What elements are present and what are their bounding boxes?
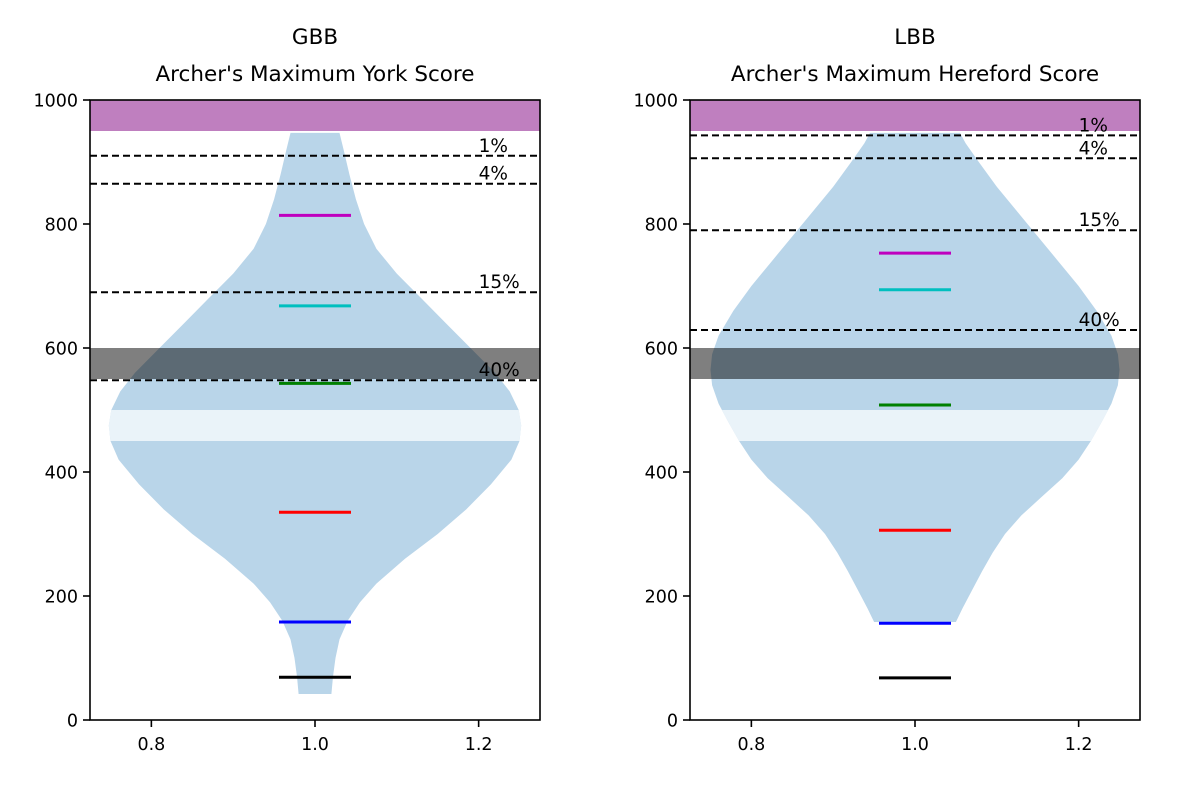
gray-band <box>90 348 540 379</box>
percentile-label: 1% <box>1079 115 1108 136</box>
x-tick-label: 1.2 <box>1065 735 1093 755</box>
y-tick-label: 200 <box>45 588 78 608</box>
x-tick-label: 0.8 <box>737 735 765 755</box>
light-band <box>108 410 522 441</box>
x-tick-label: 1.0 <box>901 735 929 755</box>
y-tick-label: 400 <box>45 464 78 484</box>
chart-title: LBB <box>894 25 935 50</box>
percentile-label: 40% <box>479 360 520 381</box>
percentile-label: 15% <box>479 272 520 293</box>
x-tick-label: 0.8 <box>137 735 165 755</box>
percentile-label: 40% <box>1079 310 1120 331</box>
top-band <box>90 100 540 131</box>
y-tick-label: 400 <box>645 464 678 484</box>
y-tick-label: 1000 <box>633 92 678 112</box>
y-tick-label: 800 <box>645 216 678 236</box>
chart-subtitle: Archer's Maximum Hereford Score <box>731 62 1099 87</box>
top-band <box>690 100 1140 131</box>
percentile-label: 15% <box>1079 210 1120 231</box>
y-tick-label: 1000 <box>33 92 78 112</box>
light-band <box>710 410 1120 441</box>
x-tick-label: 1.2 <box>465 735 493 755</box>
chart-panel-1: 1% 4% 15% 40% 0 200 400 600 800 1000 0.8 1.0 1.2 GBB A… <box>33 25 541 755</box>
chart-subtitle: Archer's Maximum York Score <box>155 62 474 87</box>
y-tick-label: 0 <box>67 712 78 732</box>
x-tick-label: 1.0 <box>301 735 329 755</box>
y-tick-label: 0 <box>667 712 678 732</box>
y-tick-label: 600 <box>45 340 78 360</box>
chart-panel-2: 1%4% 15% 40% 0 200 400 600 800 1000 0.8 1.0 1.2 LBB A… <box>633 25 1141 755</box>
percentile-label: 4% <box>479 164 508 185</box>
y-tick-label: 200 <box>645 588 678 608</box>
gray-band <box>690 348 1140 379</box>
y-tick-label: 600 <box>645 340 678 360</box>
chart-title: GBB <box>292 25 338 50</box>
y-tick-label: 800 <box>45 216 78 236</box>
percentile-label: 1% <box>479 136 508 157</box>
percentile-label: 4% <box>1079 138 1108 159</box>
